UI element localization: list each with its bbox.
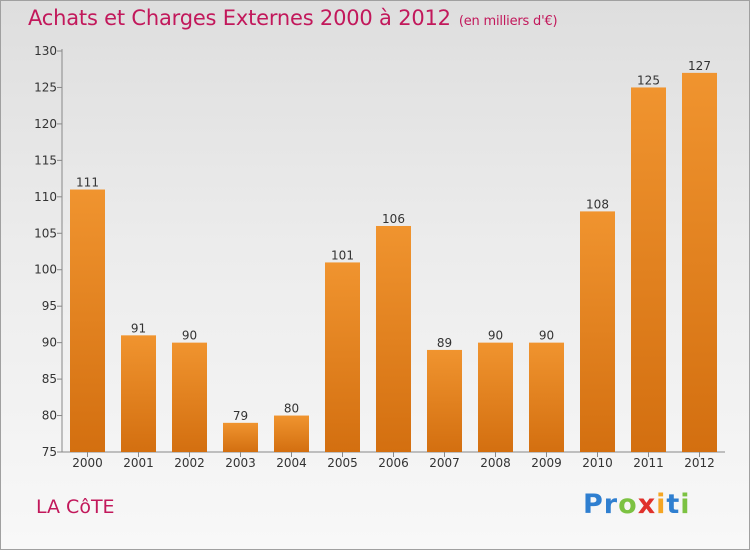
x-tick-label: 2000	[72, 456, 103, 470]
bar	[529, 342, 564, 452]
y-tick-label: 115	[34, 153, 57, 167]
y-tick-label: 110	[34, 190, 57, 204]
x-tick-label: 2006	[378, 456, 409, 470]
bar	[478, 342, 513, 452]
x-tick-label: 2012	[684, 456, 715, 470]
data-label: 106	[382, 212, 405, 226]
y-tick-label: 125	[34, 80, 57, 94]
logo-letter: r	[603, 489, 619, 520]
data-label: 90	[182, 329, 197, 343]
data-label: 79	[233, 409, 248, 423]
bar	[172, 342, 207, 452]
data-label: 127	[688, 59, 711, 73]
bar	[70, 189, 105, 452]
y-tick-label: 90	[42, 336, 57, 350]
commune-name: LA CôTE	[36, 496, 115, 518]
y-tick-label: 120	[34, 117, 57, 131]
logo-letter: o	[618, 489, 638, 520]
chart-title-text: Achats et Charges Externes 2000 à 2012	[28, 6, 451, 30]
x-tick-label: 2004	[276, 456, 307, 470]
bar	[682, 72, 717, 452]
logo-letter: x	[637, 489, 657, 520]
logo-letter: i	[680, 489, 691, 520]
y-tick-label: 85	[42, 372, 57, 386]
data-label: 90	[488, 329, 503, 343]
data-label: 125	[637, 73, 660, 87]
x-tick-label: 2010	[582, 456, 613, 470]
x-tick-label: 2007	[429, 456, 460, 470]
bar	[631, 87, 666, 453]
chart-subtitle: (en milliers d'€)	[458, 14, 558, 29]
data-label: 108	[586, 197, 609, 211]
data-label: 111	[76, 176, 99, 190]
bar	[223, 422, 258, 452]
bar	[580, 211, 615, 452]
y-tick-label: 130	[34, 44, 57, 58]
data-label: 101	[331, 248, 354, 262]
proxiti-logo: Proxiti	[583, 489, 691, 520]
x-tick-label: 2009	[531, 456, 562, 470]
y-tick-label: 80	[42, 409, 57, 423]
bar	[427, 349, 462, 452]
data-label: 90	[539, 329, 554, 343]
y-tick-label: 105	[34, 226, 57, 240]
x-tick-label: 2002	[174, 456, 205, 470]
x-tick-label: 2003	[225, 456, 256, 470]
x-tick-label: 2011	[633, 456, 664, 470]
data-label: 80	[284, 402, 299, 416]
logo-letter: i	[656, 489, 667, 520]
logo-letter: t	[666, 489, 681, 520]
bar	[376, 225, 411, 452]
x-tick-label: 2001	[123, 456, 154, 470]
bar	[274, 415, 309, 452]
bar	[325, 262, 360, 452]
y-tick-label: 95	[42, 299, 57, 313]
x-tick-label: 2005	[327, 456, 358, 470]
x-tick-label: 2008	[480, 456, 511, 470]
bar	[121, 335, 156, 452]
data-label: 91	[131, 321, 146, 335]
logo-letter: P	[583, 489, 604, 520]
y-tick-label: 100	[34, 263, 57, 277]
chart-title: Achats et Charges Externes 2000 à 2012 (e…	[28, 6, 558, 30]
data-label: 89	[437, 336, 452, 350]
y-tick-label: 75	[42, 445, 57, 459]
